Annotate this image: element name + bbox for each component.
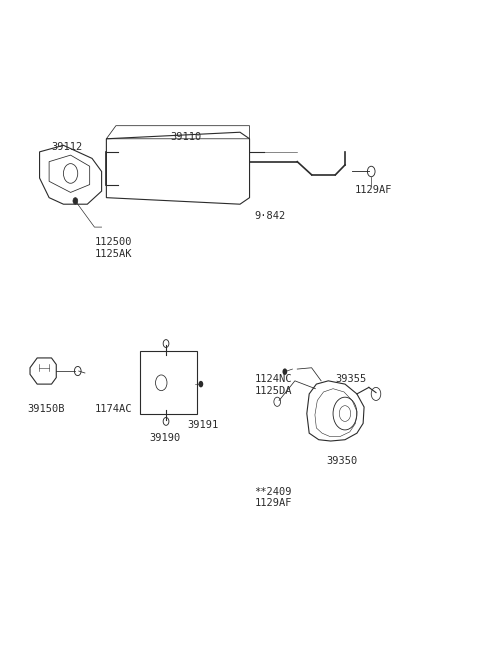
Circle shape (73, 198, 78, 204)
Text: **2409
1129AF: **2409 1129AF (254, 487, 292, 509)
Text: 39355: 39355 (336, 374, 367, 384)
Text: 1174AC: 1174AC (95, 404, 132, 414)
Circle shape (282, 369, 287, 375)
Text: 39191: 39191 (188, 420, 219, 430)
Text: 39110: 39110 (171, 132, 202, 142)
Text: 39150B: 39150B (28, 404, 65, 414)
Text: 112500
1125AK: 112500 1125AK (95, 237, 132, 258)
Text: 39190: 39190 (149, 433, 180, 443)
Text: 39112: 39112 (51, 142, 83, 152)
Text: 39350: 39350 (326, 456, 357, 466)
Text: 1129AF: 1129AF (355, 185, 392, 194)
Text: 9·842: 9·842 (254, 211, 286, 221)
Text: 1124NC
1125DA: 1124NC 1125DA (254, 374, 292, 396)
Circle shape (199, 381, 203, 388)
